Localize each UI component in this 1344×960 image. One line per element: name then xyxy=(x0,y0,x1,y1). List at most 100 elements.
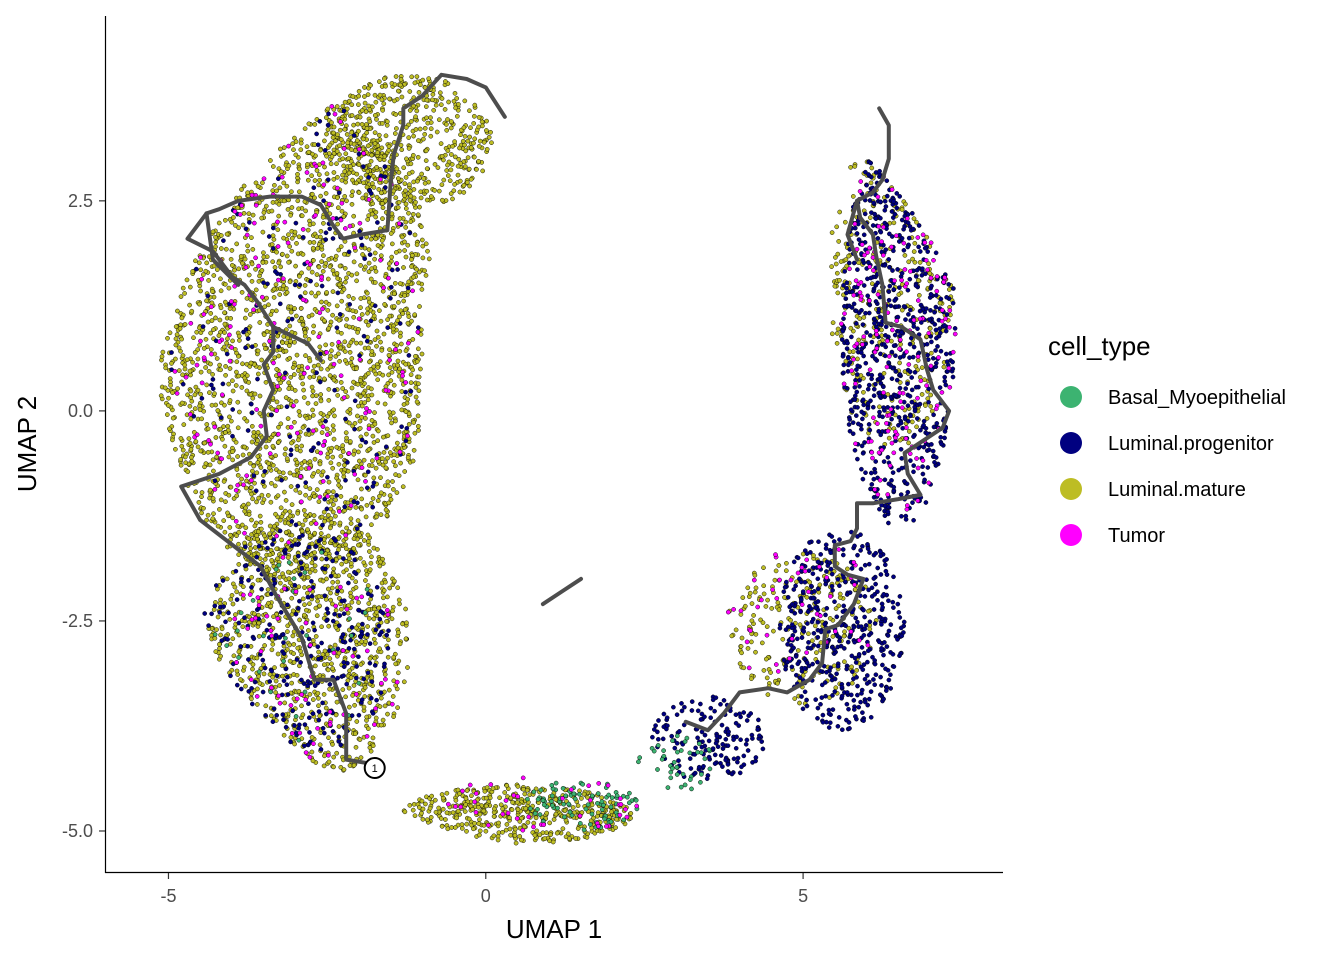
data-point xyxy=(462,142,467,148)
data-point xyxy=(471,140,476,146)
data-point xyxy=(269,647,275,653)
data-point xyxy=(769,606,775,611)
data-point xyxy=(272,355,278,361)
data-point xyxy=(278,421,284,427)
data-point xyxy=(299,703,304,709)
data-point xyxy=(476,821,482,826)
data-point xyxy=(391,452,397,458)
data-point xyxy=(270,527,275,533)
data-point xyxy=(238,253,244,259)
data-point xyxy=(413,114,418,120)
data-point xyxy=(283,530,289,535)
data-point xyxy=(419,351,425,357)
data-point xyxy=(285,207,291,212)
data-point xyxy=(416,280,422,286)
data-point xyxy=(784,560,789,566)
data-point xyxy=(838,259,844,264)
data-point xyxy=(308,521,314,526)
data-point xyxy=(317,603,322,609)
data-point xyxy=(207,487,213,493)
data-point xyxy=(383,465,389,471)
data-point xyxy=(354,138,360,143)
data-point xyxy=(484,128,489,133)
data-point xyxy=(293,152,299,158)
data-point xyxy=(914,424,919,430)
data-point xyxy=(233,439,239,445)
data-point xyxy=(358,378,363,383)
data-point xyxy=(178,322,183,328)
data-point xyxy=(911,463,917,468)
data-point xyxy=(289,680,295,686)
data-point xyxy=(307,495,313,501)
data-point xyxy=(381,331,387,337)
data-point xyxy=(192,350,198,355)
data-point xyxy=(165,403,171,408)
data-point xyxy=(883,324,889,330)
data-point xyxy=(413,199,418,205)
data-point xyxy=(204,260,210,266)
data-point xyxy=(410,458,416,464)
data-point xyxy=(579,796,584,801)
data-point xyxy=(199,494,204,500)
data-point xyxy=(772,577,778,583)
data-point xyxy=(776,607,782,613)
data-point xyxy=(912,240,918,246)
data-point xyxy=(290,141,296,147)
data-point xyxy=(234,467,240,472)
data-point xyxy=(339,561,345,567)
data-point xyxy=(418,224,424,230)
data-point xyxy=(255,686,260,692)
data-point xyxy=(318,147,323,153)
data-point xyxy=(187,302,192,308)
data-point xyxy=(318,392,324,397)
data-point xyxy=(325,667,331,673)
data-point xyxy=(284,253,290,259)
data-point xyxy=(214,627,219,632)
data-point xyxy=(319,299,324,305)
data-point xyxy=(460,138,466,144)
data-point xyxy=(481,808,487,814)
data-point xyxy=(419,287,425,292)
data-point xyxy=(223,364,228,369)
data-point xyxy=(565,831,571,837)
data-point xyxy=(419,798,425,804)
data-point xyxy=(369,211,375,217)
data-point xyxy=(279,537,285,543)
data-point xyxy=(284,456,290,462)
data-point xyxy=(256,495,262,501)
data-point xyxy=(303,492,308,498)
data-point xyxy=(595,813,600,819)
data-point xyxy=(294,241,299,246)
data-point xyxy=(911,344,917,350)
data-point xyxy=(288,735,294,740)
data-point xyxy=(374,609,379,615)
data-point xyxy=(242,444,247,450)
data-point xyxy=(332,542,338,548)
data-point xyxy=(321,662,327,668)
data-point xyxy=(840,353,846,359)
data-point xyxy=(873,324,879,330)
data-point xyxy=(291,472,297,478)
data-point xyxy=(362,85,367,90)
data-point xyxy=(589,802,595,808)
data-point xyxy=(401,402,407,407)
data-point xyxy=(367,567,373,572)
data-point xyxy=(507,826,513,832)
data-point xyxy=(302,330,308,336)
data-point xyxy=(272,265,278,270)
data-point xyxy=(469,793,474,799)
data-point xyxy=(761,591,767,597)
data-point xyxy=(355,381,361,387)
data-point xyxy=(378,695,384,701)
data-point xyxy=(905,403,911,409)
data-point xyxy=(165,335,170,341)
data-point xyxy=(340,156,346,162)
data-point xyxy=(374,328,380,334)
data-point xyxy=(324,290,329,295)
data-point xyxy=(332,573,338,579)
data-point xyxy=(339,298,345,304)
data-point xyxy=(303,484,309,489)
data-point xyxy=(415,423,421,429)
data-point xyxy=(299,316,305,321)
data-point xyxy=(363,122,369,127)
